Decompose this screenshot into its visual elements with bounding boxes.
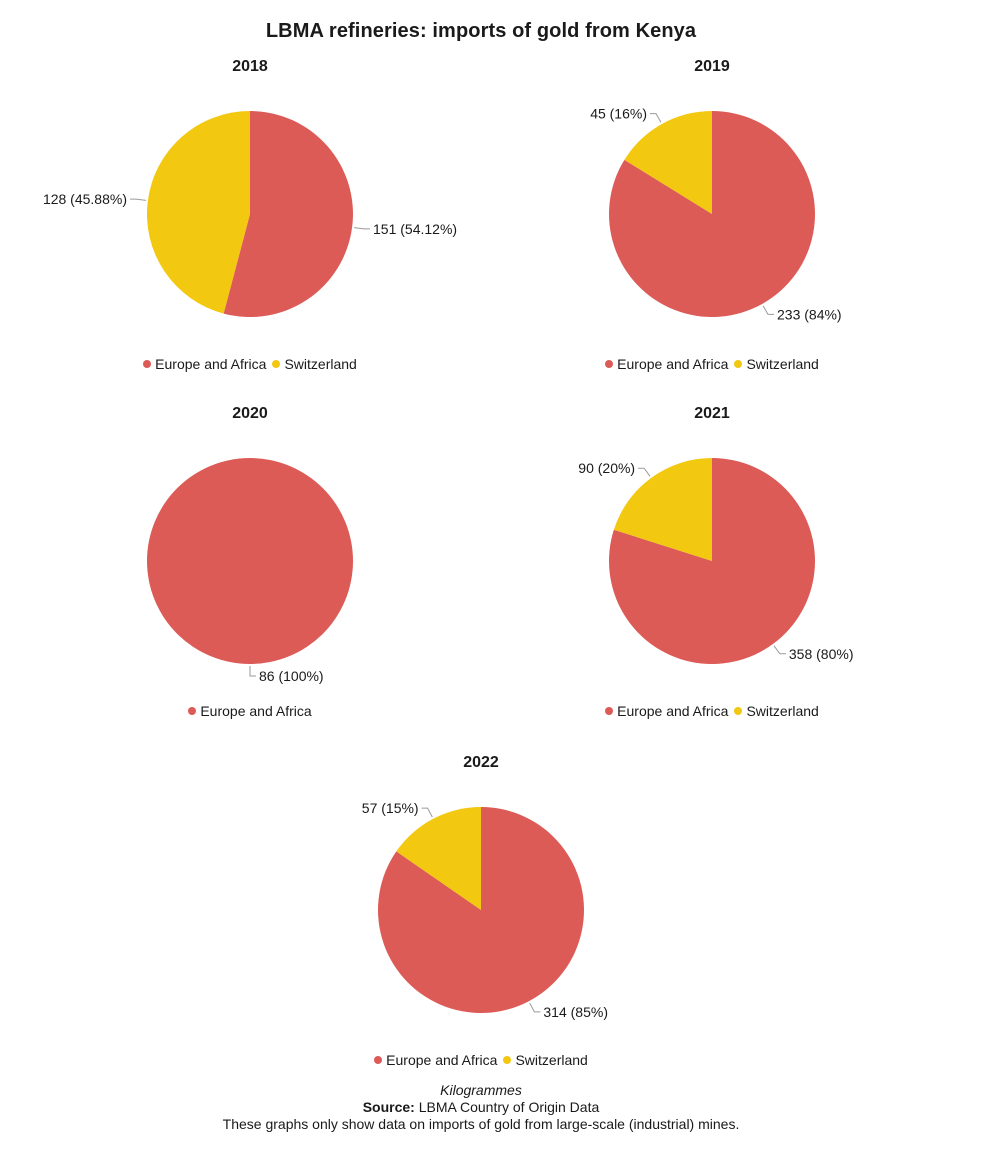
pie-chart: 358 (80%) 90 (20%) xyxy=(578,458,854,664)
pie-chart: 233 (84%) 45 (16%) xyxy=(590,106,842,323)
label-leader-line xyxy=(249,666,256,677)
legend-swatch xyxy=(188,707,197,715)
legend: Europe and Africa Switzerland xyxy=(341,1052,621,1068)
pie-title: 2022 xyxy=(463,754,499,771)
chart-title: LBMA refineries: imports of gold from Ke… xyxy=(265,20,697,42)
pie-slice-europe-and-africa xyxy=(609,111,816,317)
label-leader-line xyxy=(354,227,370,230)
pie-title: 2018 xyxy=(232,58,268,75)
legend-item: Europe and Africa xyxy=(605,703,728,719)
legend-swatch xyxy=(143,360,152,368)
pie-chart: 314 (85%) 57 (15%) xyxy=(362,800,608,1020)
source-line: Source: LBMA Country of Origin Data xyxy=(0,1099,962,1116)
legend-swatch xyxy=(272,360,281,368)
legend-swatch xyxy=(503,1056,512,1064)
legend-swatch xyxy=(605,360,614,368)
pie-slice-switzerland xyxy=(613,458,712,561)
label-leader-line xyxy=(421,807,433,818)
data-note: These graphs only show data on imports o… xyxy=(222,1116,740,1132)
legend-label: Europe and Africa xyxy=(200,703,312,719)
pie-panel-2: 2020 86 (100%) Europe and Africa xyxy=(110,405,390,735)
source-label: Source: xyxy=(362,1099,415,1115)
pie-panel-4: 2022 314 (85%) 57 (15%) Europe and Africa… xyxy=(341,754,621,1084)
label-leader-line xyxy=(130,198,146,201)
pie-slice-europe-and-africa xyxy=(223,111,353,317)
chart-footer: Kilogrammes Source: LBMA Country of Orig… xyxy=(0,1082,962,1133)
legend-swatch xyxy=(734,707,743,715)
legend-item: Europe and Africa xyxy=(143,356,266,372)
label-leader-line xyxy=(762,305,774,315)
units-note: Kilogrammes xyxy=(440,1082,522,1098)
legend-label: Europe and Africa xyxy=(617,703,729,719)
legend-swatch xyxy=(374,1056,383,1064)
legend-label: Switzerland xyxy=(746,703,819,719)
pie-slice-switzerland xyxy=(396,807,481,910)
legend-label: Europe and Africa xyxy=(386,1052,498,1068)
label-leader-line xyxy=(650,113,662,123)
slice-value-label: 57 (15%) xyxy=(362,800,419,816)
source-text: LBMA Country of Origin Data xyxy=(414,1099,600,1115)
slice-value-label: 128 (45.88%) xyxy=(43,191,127,207)
legend-item: Europe and Africa xyxy=(605,356,728,372)
pie-slice-europe-and-africa xyxy=(378,807,585,1013)
pie-slice-switzerland xyxy=(146,110,250,314)
legend-item: Switzerland xyxy=(734,703,819,719)
slice-value-label: 45 (16%) xyxy=(590,106,647,122)
legend-label: Europe and Africa xyxy=(617,356,729,372)
legend-item: Switzerland xyxy=(272,356,357,372)
pie-title: 2021 xyxy=(694,405,730,422)
slice-value-label: 151 (54.12%) xyxy=(373,221,457,237)
pie-title: 2020 xyxy=(232,405,268,422)
legend-item: Europe and Africa xyxy=(374,1052,497,1068)
pie-slice-europe-and-africa xyxy=(608,458,815,664)
label-leader-line xyxy=(638,467,651,477)
pie-panel-3: 2021 358 (80%) 90 (20%) Europe and Africa… xyxy=(572,405,854,735)
slice-value-label: 314 (85%) xyxy=(543,1004,608,1020)
pie-chart: 86 (100%) xyxy=(147,458,353,684)
legend-swatch xyxy=(605,707,614,715)
legend-item: Europe and Africa xyxy=(188,703,312,719)
pie-panel-0: 2018 151 (54.12%) 128 (45.88%) Europe and… xyxy=(43,58,457,388)
slice-value-label: 90 (20%) xyxy=(578,460,635,476)
pie-slice-switzerland xyxy=(624,111,712,214)
legend: Europe and Africa xyxy=(110,703,390,719)
legend-label: Europe and Africa xyxy=(155,356,267,372)
pie-title: 2019 xyxy=(694,58,730,75)
label-leader-line xyxy=(773,645,786,655)
slice-value-label: 358 (80%) xyxy=(789,646,854,662)
slice-value-label: 233 (84%) xyxy=(777,306,842,322)
pie-chart: 151 (54.12%) 128 (45.88%) xyxy=(43,110,457,317)
legend: Europe and Africa Switzerland xyxy=(572,356,852,372)
legend-item: Switzerland xyxy=(734,356,819,372)
legend: Europe and Africa Switzerland xyxy=(572,703,852,719)
slice-value-label: 86 (100%) xyxy=(259,668,324,684)
legend-swatch xyxy=(734,360,743,368)
label-leader-line xyxy=(529,1002,541,1013)
pie-slice-europe-and-africa xyxy=(147,458,353,664)
legend: Europe and Africa Switzerland xyxy=(110,356,390,372)
legend-label: Switzerland xyxy=(515,1052,588,1068)
legend-label: Switzerland xyxy=(284,356,357,372)
legend-label: Switzerland xyxy=(746,356,819,372)
pie-panel-1: 2019 233 (84%) 45 (16%) Europe and Africa… xyxy=(572,58,852,388)
legend-item: Switzerland xyxy=(503,1052,588,1068)
